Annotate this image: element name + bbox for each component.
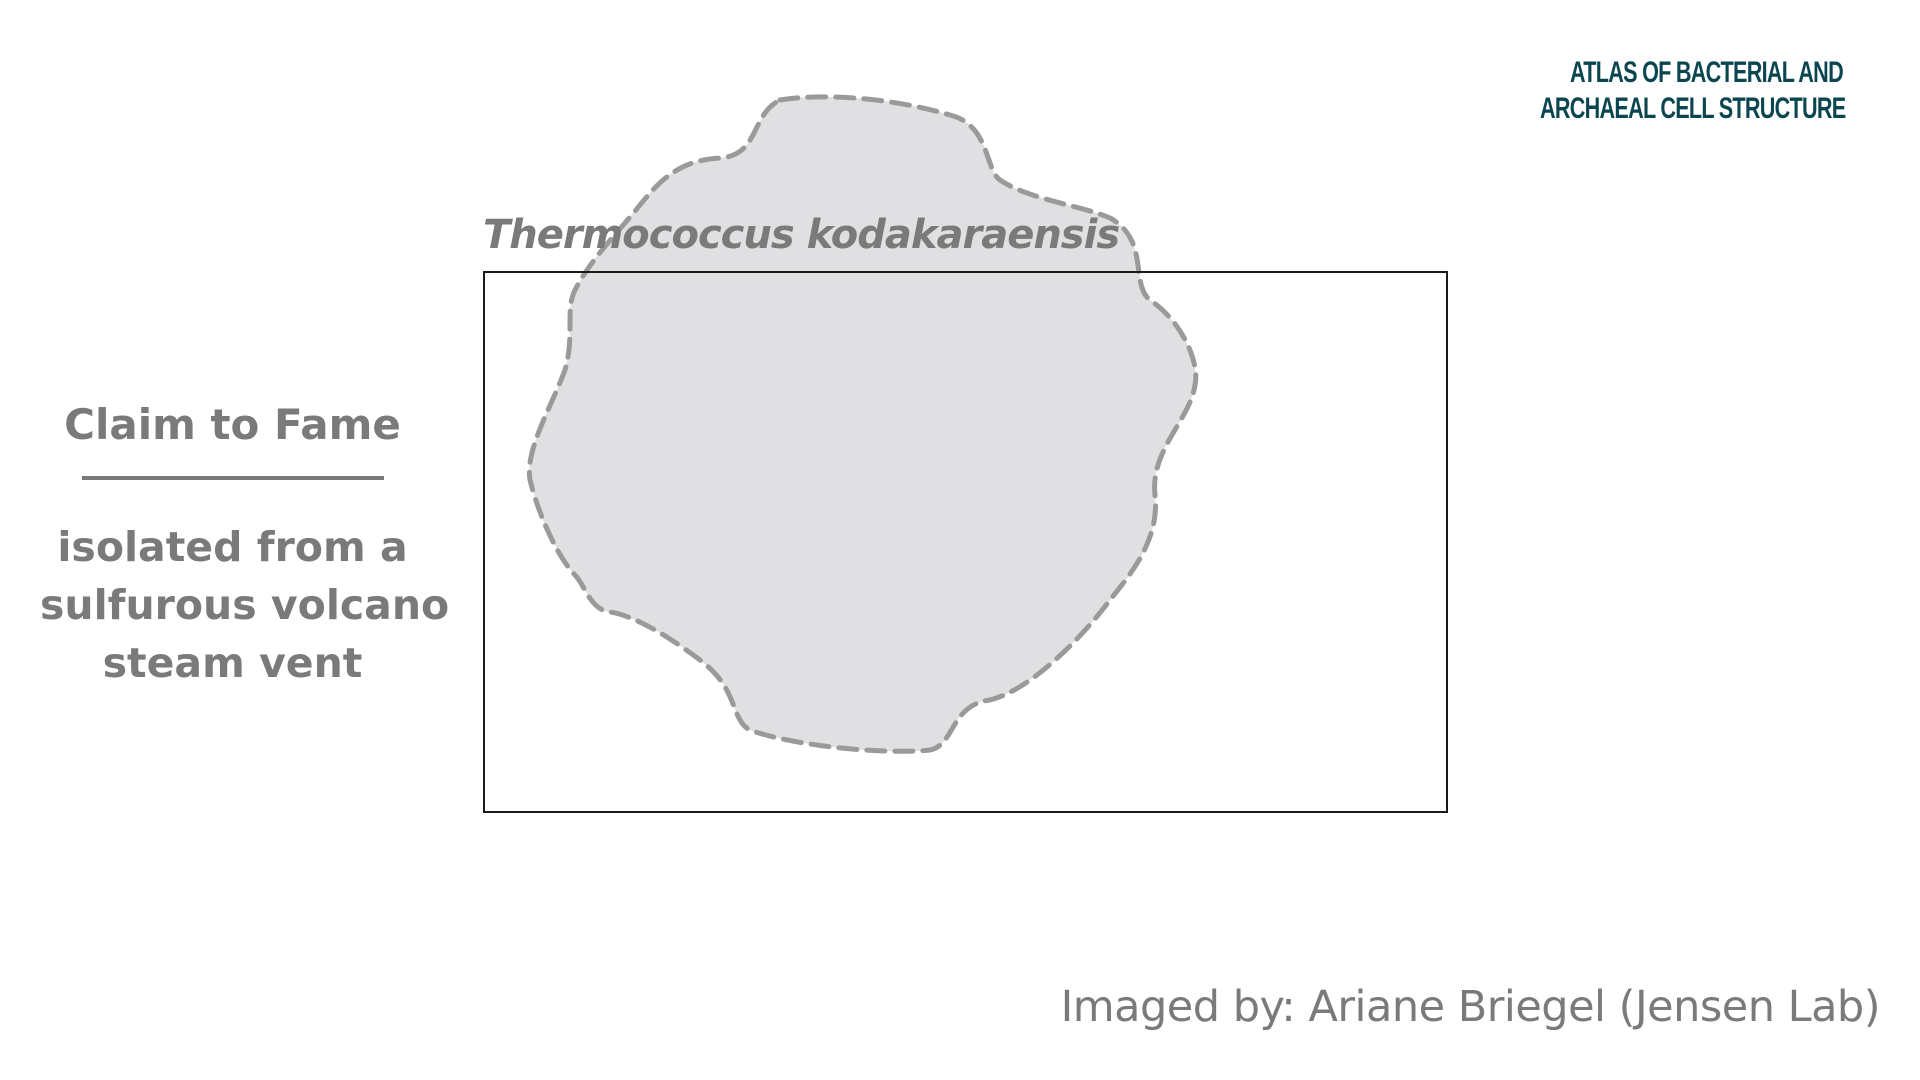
claim-line-1: isolated from a (57, 523, 408, 571)
image-credit: Imaged by: Ariane Briegel (Jensen Lab) (1060, 982, 1881, 1032)
species-name: Thermococcus kodakaraensis (483, 212, 1120, 258)
logo-line-2: Archaeal Cell Structure (1540, 92, 1846, 125)
claim-line-2: sulfurous volcano (40, 581, 450, 629)
claim-to-fame-heading: Claim to Fame (64, 400, 401, 449)
heading-divider (82, 476, 384, 480)
claim-to-fame-text: isolated from a sulfurous volcano steam … (40, 518, 450, 692)
atlas-logo: Atlas of Bacterial and Archaeal Cell Str… (1540, 58, 1890, 124)
claim-line-3: steam vent (102, 639, 363, 687)
logo-line-1: Atlas of Bacterial and (1570, 56, 1844, 89)
micrograph-frame (483, 271, 1448, 813)
